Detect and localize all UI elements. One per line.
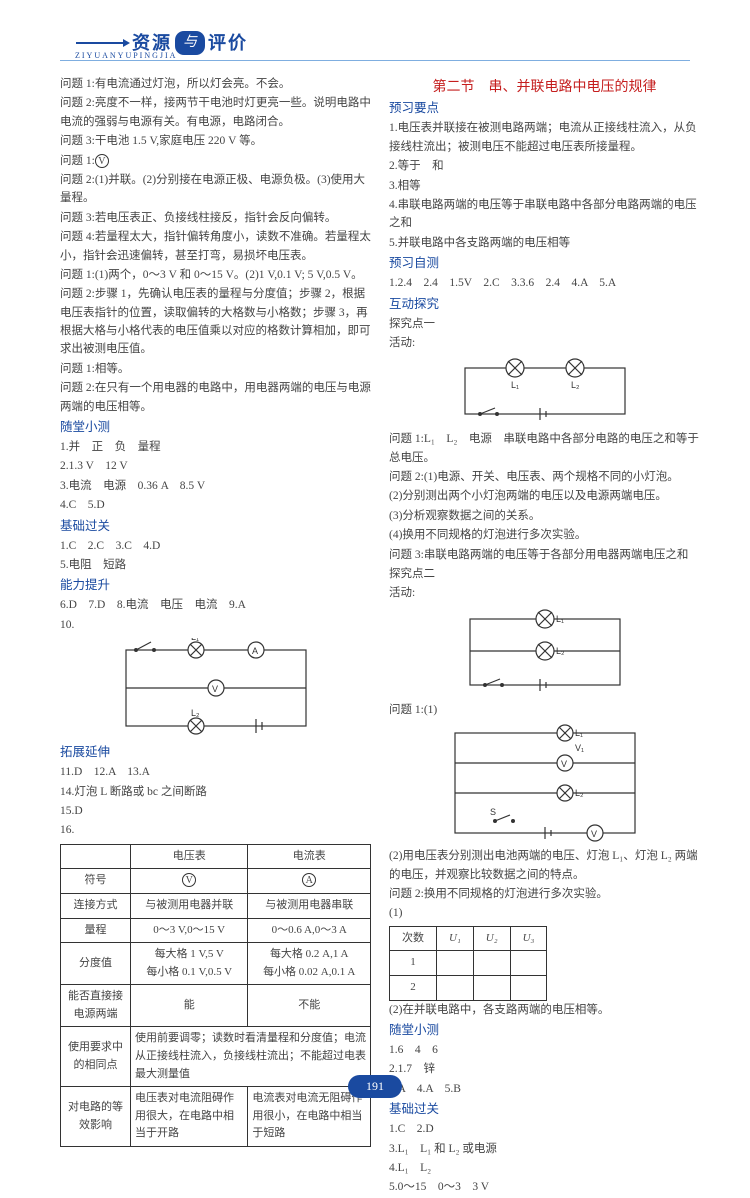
text: 3.L₁ L₁ 和 L₂ 或电源 xyxy=(389,1140,700,1158)
text: 1.并 正 负 量程 xyxy=(60,438,371,456)
heading-nengli: 能力提升 xyxy=(60,575,371,595)
text: 问题 2:步骤 1，先确认电压表的量程与分度值；步骤 2，根据电压表指针的位置，… xyxy=(60,285,371,359)
content-columns: 问题 1:有电流通过灯泡，所以灯会亮。不会。 问题 2:亮度不一样，接两节干电池… xyxy=(60,75,700,1198)
section-title: 第二节 串、并联电路中电压的规律 xyxy=(389,75,700,97)
text: 探究点二 xyxy=(389,565,700,583)
text: 问题 2:在只有一个用电器的电路中，用电器两端的电压与电源两端的电压相等。 xyxy=(60,379,371,416)
svg-text:L₁: L₁ xyxy=(511,380,519,390)
text: 1.2.4 2.4 1.5V 2.C 3.3.6 2.4 4.A 5.A xyxy=(389,274,700,292)
text: 1.电压表并联接在被测电路两端；电流从正接线柱流入，从负接线柱流出；被测电压不能… xyxy=(389,119,700,156)
text: 11.D 12.A 13.A xyxy=(60,763,371,781)
page-number: 191 xyxy=(348,1075,402,1098)
svg-text:V: V xyxy=(212,684,218,694)
text: 3.电流 电源 0.36 A 8.5 V xyxy=(60,477,371,495)
svg-text:L₂: L₂ xyxy=(556,646,565,656)
header-pill: 与 xyxy=(175,31,205,55)
svg-text:V: V xyxy=(591,829,597,839)
text: 活动: xyxy=(389,584,700,602)
text: 问题 1:有电流通过灯泡，所以灯会亮。不会。 xyxy=(60,75,371,93)
circuit-series: L₁ L₂ xyxy=(445,356,645,426)
text: 2.1.7 锌 xyxy=(389,1060,700,1078)
text: 问题 2:(1)并联。(2)分别接在电源正极、电源负极。(3)使用大量程。 xyxy=(60,171,371,208)
text: 问题 3:干电池 1.5 V,家庭电压 220 V 等。 xyxy=(60,132,371,150)
heading-suitang: 随堂小测 xyxy=(60,417,371,437)
circuit-q10: L₁ A V L₂ xyxy=(106,638,326,738)
circuit-measure: L₁ V V₁ L₂ S V xyxy=(435,723,655,843)
heading-jichu: 基础过关 xyxy=(60,516,371,536)
right-column: 第二节 串、并联电路中电压的规律 预习要点 1.电压表并联接在被测电路两端；电流… xyxy=(389,75,700,1198)
circuit-parallel: L₁ L₂ xyxy=(445,607,645,697)
svg-text:A: A xyxy=(252,646,258,656)
heading-tuozhan: 拓展延伸 xyxy=(60,742,371,762)
text: (1) xyxy=(389,904,700,922)
svg-text:V: V xyxy=(561,759,567,769)
text: 4.L₁ L₂ xyxy=(389,1159,700,1177)
text: 5.0～15 0～3 3 V xyxy=(389,1178,700,1196)
u-table: 次数U₁U₂U₃ 1 2 xyxy=(389,926,547,1001)
text: 问题 1:L₁ L₂ 电源 串联电路中各部分电路的电压之和等于总电压。 xyxy=(389,430,700,467)
text: (2)分别测出两个小灯泡两端的电压以及电源两端电压。 xyxy=(389,487,700,505)
text: 3.相等 xyxy=(389,177,700,195)
text: 2.等于 和 xyxy=(389,157,700,175)
svg-text:S: S xyxy=(490,807,496,817)
text: (2)在并联电路中，各支路两端的电压相等。 xyxy=(389,1001,700,1019)
text: 1.C 2.D xyxy=(389,1120,700,1138)
text: 10. xyxy=(60,616,371,634)
text: 问题 3:若电压表正、负接线柱接反，指针会反向偏转。 xyxy=(60,209,371,227)
text: 活动: xyxy=(389,334,700,352)
heading-suitang-r: 随堂小测 xyxy=(389,1020,700,1040)
heading-jichu-r: 基础过关 xyxy=(389,1099,700,1119)
heading-yuxi: 预习要点 xyxy=(389,98,700,118)
text: 问题 1:(1) xyxy=(389,701,700,719)
svg-text:L₁: L₁ xyxy=(556,614,564,624)
text: 5.并联电路中各支路两端的电压相等 xyxy=(389,234,700,252)
svg-text:L₁: L₁ xyxy=(191,638,199,642)
text: 问题 2:(1)电源、开关、电压表、两个规格不同的小灯泡。 xyxy=(389,468,700,486)
text: 14.灯泡 L 断路或 bc 之间断路 xyxy=(60,783,371,801)
text: 问题 4:若量程太大，指针偏转角度小，读数不准确。若量程太小，指针会迅速偏转，甚… xyxy=(60,228,371,265)
text: (4)换用不同规格的灯泡进行多次实验。 xyxy=(389,526,700,544)
text: 1.C 2.C 3.C 4.D xyxy=(60,537,371,555)
text: 问题 3:串联电路两端的电压等于各部分用电器两端电压之和 xyxy=(389,546,700,564)
svg-text:L₂: L₂ xyxy=(571,380,580,390)
text: 1.6 4 6 xyxy=(389,1041,700,1059)
text: 5.电阻 短路 xyxy=(60,556,371,574)
text: 4.串联电路两端的电压等于串联电路中各部分电路两端的电压之和 xyxy=(389,196,700,233)
meter-table: 电压表电流表 符号VA 连接方式与被测用电器并联与被测用电器串联 量程0～3 V… xyxy=(60,844,371,1147)
heading-hutan: 互动探究 xyxy=(389,294,700,314)
text: 15.D xyxy=(60,802,371,820)
voltmeter-symbol: V xyxy=(95,154,109,168)
heading-zice: 预习自测 xyxy=(389,253,700,273)
text: 问题 1:相等。 xyxy=(60,360,371,378)
header-rule xyxy=(60,60,690,61)
text: 16. xyxy=(60,821,371,839)
svg-text:V₁: V₁ xyxy=(575,743,584,753)
svg-text:L₂: L₂ xyxy=(575,788,584,798)
text: (2)用电压表分别测出电池两端的电压、灯泡 L₁、灯泡 L₂ 两端的电压，并观察… xyxy=(389,847,700,884)
svg-text:L₁: L₁ xyxy=(575,728,583,738)
text: 问题 1:(1)两个，0～3 V 和 0～15 V。(2)1 V,0.1 V; … xyxy=(60,266,371,284)
text: 4.C 5.D xyxy=(60,496,371,514)
svg-text:L₂: L₂ xyxy=(191,708,200,718)
text: 2.1.3 V 12 V xyxy=(60,457,371,475)
text: 问题 2:亮度不一样，接两节干电池时灯更亮一些。说明电路中电流的强弱与电源有关。… xyxy=(60,94,371,131)
text: 3.A 4.A 5.B xyxy=(389,1080,700,1098)
text: 问题 1:V xyxy=(60,152,371,170)
text: 探究点一 xyxy=(389,315,700,333)
text: 6.D 7.D 8.电流 电压 电流 9.A xyxy=(60,596,371,614)
header-title-2: 评价 xyxy=(208,29,248,58)
text: 问题 2:换用不同规格的灯泡进行多次实验。 xyxy=(389,885,700,903)
left-column: 问题 1:有电流通过灯泡，所以灯会亮。不会。 问题 2:亮度不一样，接两节干电池… xyxy=(60,75,371,1198)
text: (3)分析观察数据之间的关系。 xyxy=(389,507,700,525)
